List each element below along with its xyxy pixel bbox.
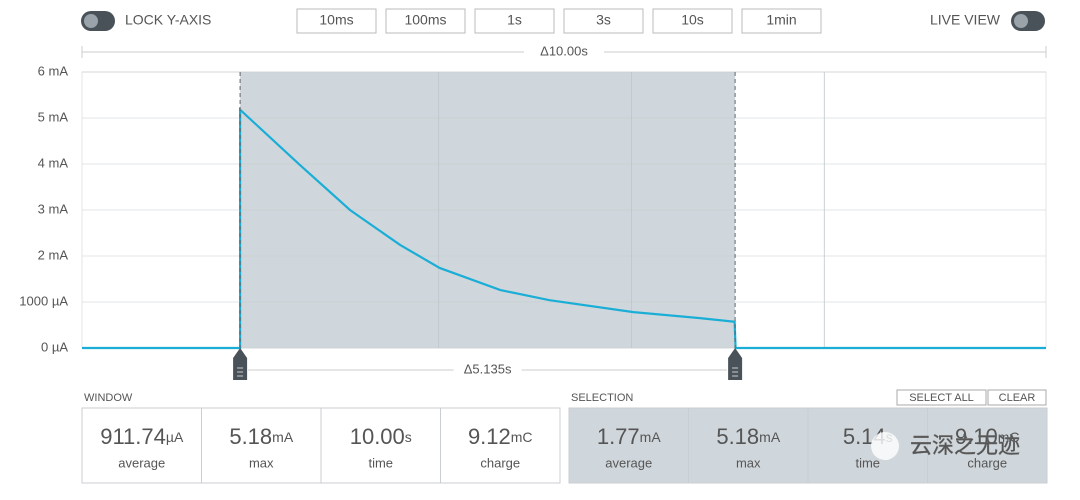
y-tick-label: 6 mA	[38, 63, 69, 78]
stat-number: 9.10	[955, 424, 998, 449]
stat-label: charge	[967, 455, 1007, 470]
stat-box	[807, 407, 928, 484]
lock-toggle-knob	[84, 14, 98, 28]
stat-label: max	[736, 455, 761, 470]
window-button[interactable]	[741, 8, 822, 34]
live-label: LIVE VIEW	[930, 12, 1001, 28]
stat-unit: mA	[272, 429, 294, 445]
select-all-button[interactable]	[896, 389, 987, 406]
selection-delta: Δ5.135s	[464, 361, 512, 376]
stat-number: 5.18	[229, 424, 272, 449]
window-button[interactable]	[385, 8, 466, 34]
watermark-icon	[871, 432, 899, 460]
cursor-handle[interactable]	[233, 348, 248, 380]
select-all-label: SELECT ALL	[909, 392, 974, 404]
window-button[interactable]	[652, 8, 733, 34]
window-button-label: 1min	[766, 12, 796, 28]
stat-label: average	[118, 455, 165, 470]
stat-label: charge	[480, 455, 520, 470]
stat-label: time	[855, 455, 880, 470]
y-tick-label: 1000 µA	[19, 293, 68, 308]
stat-unit: s	[405, 429, 412, 445]
stat-number: 911.74	[100, 424, 166, 449]
stat-label: time	[368, 455, 393, 470]
stat-box	[440, 407, 561, 484]
cursor-handle[interactable]	[728, 348, 743, 380]
stat-value: 1.77mA	[597, 424, 661, 449]
stat-number: 1.77	[597, 424, 640, 449]
stat-unit: mC	[511, 429, 533, 445]
live-toggle-knob	[1014, 14, 1028, 28]
watermark: 云深之无迹	[910, 434, 1020, 459]
stat-box	[688, 407, 809, 484]
y-tick-label: 3 mA	[38, 201, 69, 216]
stat-number: 10.00	[350, 424, 405, 449]
stat-value: 10.00s	[350, 424, 412, 449]
window-button[interactable]	[296, 8, 377, 34]
stat-box	[201, 407, 322, 484]
stat-unit: mA	[759, 429, 781, 445]
stat-value: 9.12mC	[468, 424, 533, 449]
stat-box	[81, 407, 202, 484]
y-tick-label: 2 mA	[38, 247, 69, 262]
stat-box	[568, 407, 689, 484]
stat-label: average	[605, 455, 652, 470]
stat-number: 9.12	[468, 424, 511, 449]
window-button[interactable]	[474, 8, 555, 34]
stat-box	[320, 407, 441, 484]
stat-value: 5.18mA	[229, 424, 293, 449]
window-button-label: 10ms	[319, 12, 353, 28]
label-bg	[453, 362, 522, 378]
label-bg	[524, 44, 604, 60]
stat-box	[927, 407, 1048, 484]
window-button-label: 10s	[681, 12, 704, 28]
y-tick-label: 4 mA	[38, 155, 69, 170]
clear-label: CLEAR	[999, 392, 1036, 404]
window-delta: Δ10.00s	[540, 43, 588, 58]
stat-value: 911.74µA	[100, 424, 184, 449]
stat-unit: µA	[166, 429, 184, 445]
stat-value: 9.10mC	[955, 424, 1020, 449]
window-button[interactable]	[563, 8, 644, 34]
y-tick-label: 5 mA	[38, 109, 69, 124]
clear-button[interactable]	[987, 389, 1047, 406]
y-tick-label: 0 µA	[41, 339, 68, 354]
stat-label: max	[249, 455, 274, 470]
stat-unit: mA	[640, 429, 662, 445]
window-button-label: 3s	[596, 12, 611, 28]
current-line	[82, 107, 1046, 350]
stat-value: 5.18mA	[716, 424, 780, 449]
lock-label: LOCK Y-AXIS	[125, 12, 211, 28]
window-button-label: 1s	[507, 12, 522, 28]
panel-title: SELECTION	[571, 392, 633, 404]
panel-title: WINDOW	[84, 392, 133, 404]
stat-unit: mC	[998, 429, 1020, 445]
stat-number: 5.18	[716, 424, 759, 449]
window-button-label: 100ms	[404, 12, 446, 28]
